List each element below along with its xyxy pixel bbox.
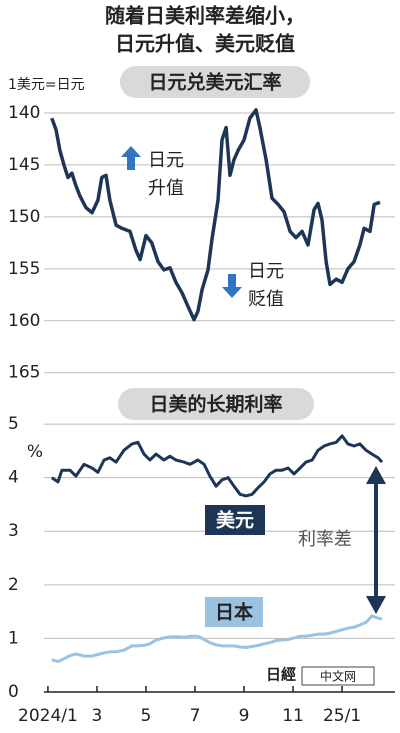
- logo: 日經: [266, 665, 296, 683]
- x-tick-label: 25/1: [323, 706, 361, 726]
- x-tick-label: 2024/1: [18, 706, 78, 726]
- y-tick-label: 145: [8, 155, 40, 175]
- legend-label: 美元: [216, 509, 254, 532]
- y-tick-label: 4: [8, 468, 19, 488]
- annotation: 利率差: [298, 529, 352, 550]
- y-tick-label: 1: [8, 628, 19, 648]
- y-tick-label: 140: [8, 103, 40, 123]
- y-tick-label: 155: [8, 259, 40, 279]
- title-line: 日元升值、美元贬值: [115, 32, 295, 56]
- annotation: 日元: [248, 261, 284, 282]
- y-tick-label: 150: [8, 207, 40, 227]
- arrow-up: [121, 146, 141, 170]
- y-tick-label: 165: [8, 363, 40, 383]
- legend-box: [205, 597, 263, 627]
- annotation: 日元: [148, 150, 184, 171]
- y-tick-label: 160: [8, 311, 40, 331]
- data-line: [50, 434, 384, 498]
- title-line: 随着日美利率差缩小，: [105, 4, 305, 28]
- spread-arrow-head: [366, 466, 386, 484]
- annotation: 贬值: [248, 289, 284, 310]
- data-line: [50, 108, 381, 322]
- x-tick-label: 9: [239, 706, 250, 726]
- x-tick-label: 5: [141, 706, 152, 726]
- x-tick-label: 3: [92, 706, 103, 726]
- y-unit: %: [27, 442, 43, 462]
- panel-title: 日元兑美元汇率: [148, 71, 281, 94]
- x-tick-label: 7: [190, 706, 201, 726]
- logo-box: [301, 666, 375, 686]
- legend-label: 日本: [215, 601, 253, 624]
- logo: 中文网: [320, 669, 356, 684]
- panel-header-bg: [120, 66, 310, 98]
- x-tick-label: 11: [282, 706, 304, 726]
- y-tick-label: 0: [8, 682, 19, 702]
- annotation: 升值: [148, 178, 184, 199]
- y-tick-label: 3: [8, 521, 19, 541]
- arrow-down: [222, 274, 242, 298]
- y-unit: 1美元=日元: [8, 77, 85, 93]
- spread-arrow-head: [366, 596, 386, 614]
- panel-title: 日美的长期利率: [149, 393, 282, 416]
- legend-box: [205, 505, 265, 535]
- y-tick-label: 2: [8, 575, 19, 595]
- y-tick-label: 5: [8, 414, 19, 434]
- data-line: [51, 614, 383, 663]
- panel-header-bg: [118, 388, 314, 420]
